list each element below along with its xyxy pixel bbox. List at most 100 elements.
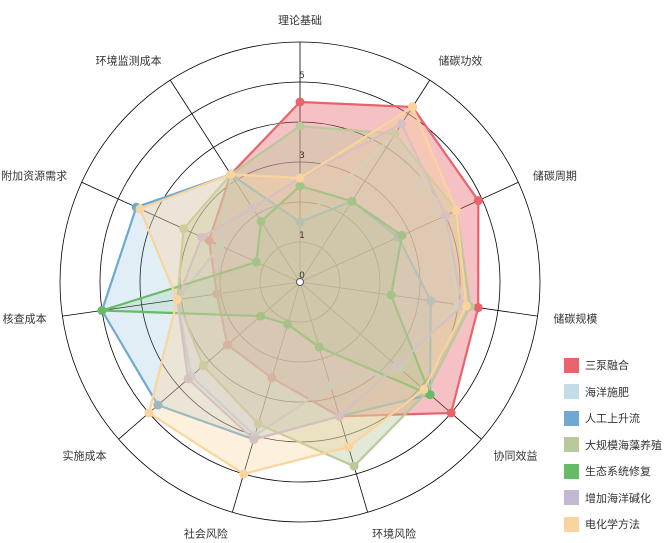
data-point xyxy=(295,121,305,131)
data-point xyxy=(349,461,359,471)
radial-tick-label: 0 xyxy=(299,271,305,281)
data-point xyxy=(253,419,263,429)
axis-spoke xyxy=(299,79,431,283)
legend-item[interactable]: 三泵融合 xyxy=(564,352,662,379)
data-point xyxy=(267,373,277,383)
legend-label: 增加海洋碱化 xyxy=(585,491,651,505)
legend-label: 人工上升流 xyxy=(585,412,640,426)
data-point xyxy=(204,236,214,245)
radial-tick-label: 5 xyxy=(299,71,305,81)
data-point xyxy=(295,97,305,107)
axis-spoke xyxy=(299,281,368,513)
data-point xyxy=(183,374,193,384)
legend-swatch xyxy=(564,437,579,453)
series-area xyxy=(207,100,480,418)
data-point xyxy=(419,384,429,394)
legend-item[interactable]: 增加海洋碱化 xyxy=(564,485,662,512)
legend: 三泵融合海洋施肥人工上升流大规模海藻养殖 生态系统修复 增加海洋碱化 电化学方法 xyxy=(564,352,662,538)
data-point xyxy=(344,442,353,452)
legend-label: 三泵融合 xyxy=(585,359,629,373)
legend-item[interactable]: 人工上升流 xyxy=(564,405,662,432)
data-point xyxy=(144,408,154,418)
legend-swatch xyxy=(564,384,579,400)
radial-tick-label: 1 xyxy=(299,231,305,241)
data-point xyxy=(314,342,324,352)
data-point xyxy=(461,301,471,311)
data-point xyxy=(452,206,461,215)
data-point xyxy=(390,129,400,139)
axis-label: 核查成本 xyxy=(3,311,47,325)
data-point xyxy=(172,295,182,305)
series-area xyxy=(138,105,468,475)
series-group xyxy=(172,119,467,444)
legend-item[interactable]: 海洋施肥 xyxy=(564,379,662,406)
series-group xyxy=(97,181,435,400)
legend-item[interactable]: 生态系统修复 xyxy=(564,458,662,485)
legend-swatch xyxy=(564,490,579,506)
axis-spoke xyxy=(299,281,538,317)
legend-label: 生态系统修复 xyxy=(585,465,651,479)
data-point xyxy=(408,102,417,112)
data-point xyxy=(426,296,436,306)
legend-item[interactable]: 电化学方法 xyxy=(564,511,662,538)
axis-label: 储碳规模 xyxy=(553,311,597,325)
legend-swatch xyxy=(564,357,579,373)
data-point xyxy=(392,361,402,371)
data-point xyxy=(256,311,266,321)
data-point xyxy=(226,169,236,179)
series-group xyxy=(135,102,471,479)
axis-label: 环境监测成本 xyxy=(96,54,162,68)
legend-swatch xyxy=(564,410,579,426)
data-point xyxy=(425,390,435,400)
data-point xyxy=(283,319,293,329)
legend-item[interactable]: 大规模海藻养殖 xyxy=(564,432,662,459)
axis-label: 社会风险 xyxy=(184,527,228,541)
data-point xyxy=(325,381,335,391)
data-point xyxy=(295,173,305,183)
data-point xyxy=(135,204,145,214)
data-point xyxy=(386,290,396,300)
data-point xyxy=(222,340,232,350)
series-area xyxy=(100,184,432,396)
axis-label: 储碳周期 xyxy=(533,169,577,183)
data-point xyxy=(397,231,407,240)
axis-label: 附加资源需求 xyxy=(1,169,67,183)
axis-label: 理论基础 xyxy=(278,13,322,27)
axis-label: 储碳功效 xyxy=(438,54,482,68)
axis-label: 实施成本 xyxy=(63,449,107,463)
axis-spoke xyxy=(81,181,301,283)
data-point xyxy=(215,240,225,250)
legend-label: 电化学方法 xyxy=(585,518,640,532)
data-point xyxy=(239,469,249,479)
series-area xyxy=(176,122,464,441)
axis-label: 环境风险 xyxy=(372,527,416,541)
data-point xyxy=(97,306,107,315)
series-area xyxy=(176,132,460,437)
data-point xyxy=(247,203,257,213)
data-point xyxy=(198,361,208,371)
axis-spoke xyxy=(169,79,301,283)
data-point xyxy=(441,211,450,220)
data-point xyxy=(153,400,163,410)
legend-label: 大规模海藻养殖 xyxy=(585,438,662,452)
legend-label: 海洋施肥 xyxy=(585,385,629,399)
radial-tick-label: 3 xyxy=(299,151,305,161)
data-point xyxy=(347,196,357,206)
data-point xyxy=(446,408,456,418)
data-point xyxy=(251,257,261,267)
data-point xyxy=(473,196,483,206)
data-point xyxy=(197,232,207,242)
data-point xyxy=(334,411,344,421)
axis-label: 协同效益 xyxy=(494,449,538,463)
data-point xyxy=(473,303,483,313)
data-point xyxy=(212,289,222,299)
data-point xyxy=(295,181,305,191)
data-point xyxy=(397,119,407,129)
legend-swatch xyxy=(564,463,579,479)
data-point xyxy=(179,224,189,234)
center-point xyxy=(296,278,304,286)
data-point xyxy=(295,217,305,227)
data-point xyxy=(256,216,266,226)
legend-swatch xyxy=(564,516,579,532)
